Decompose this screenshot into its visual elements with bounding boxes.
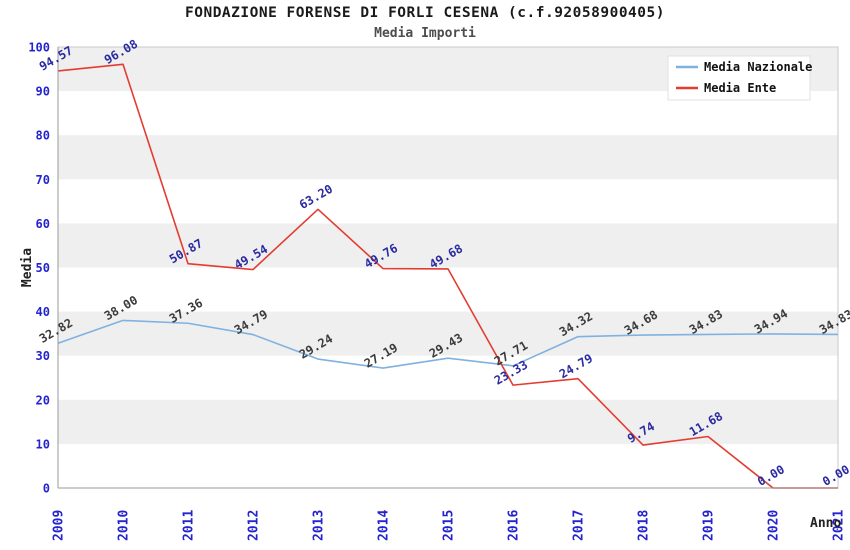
grid-band [58,135,838,180]
y-tick-label: 20 [36,393,50,407]
x-tick-label: 2018 [637,510,652,541]
x-tick-label: 2015 [442,510,457,541]
x-tick-label: 2019 [702,510,717,541]
x-axis-title: Anno [810,516,841,531]
x-tick-label: 2010 [117,510,132,541]
data-label-media-ente: 0.00 [755,462,787,489]
grid-band [58,223,838,268]
y-tick-label: 60 [36,217,50,231]
data-label-media-ente: 63.20 [297,182,335,212]
legend-item-media-nazionale: Media Nazionale [676,60,812,74]
series-line-media-nazionale [57,319,839,369]
legend-label: Media Nazionale [704,60,812,74]
chart-subtitle: Media Importi [374,26,476,41]
legend-box [667,55,811,101]
y-tick-label: 90 [36,85,50,99]
y-tick-label: 40 [36,305,50,319]
x-tick-label: 2017 [572,510,587,541]
x-tick-label: 2013 [312,510,327,541]
x-tick-label: 2012 [247,510,262,541]
y-tick-label: 0 [43,482,50,496]
y-tick-label: 100 [28,41,50,55]
y-tick-label: 30 [36,349,50,363]
y-tick-label: 10 [36,437,50,451]
series-line-media-ente [57,63,838,489]
chart-title: FONDAZIONE FORENSE DI FORLI CESENA (c.f.… [185,5,665,21]
x-tick-label: 2009 [52,510,67,541]
x-tick-label: 2016 [507,510,522,541]
legend: Media Nazionale Media Ente [667,55,812,101]
x-tick-label: 2020 [767,510,782,541]
y-tick-label: 50 [36,261,50,275]
legend-item-media-ente: Media Ente [676,81,776,95]
y-tick-label: 80 [36,129,50,143]
data-label-media-ente: 0.00 [820,462,850,489]
x-tick-label: 2014 [377,510,392,541]
y-tick-label: 70 [36,173,50,187]
legend-label: Media Ente [704,81,776,95]
y-axis-title: Media [20,248,35,287]
x-tick-label: 2021 [832,510,847,541]
x-tick-label: 2011 [182,510,197,541]
